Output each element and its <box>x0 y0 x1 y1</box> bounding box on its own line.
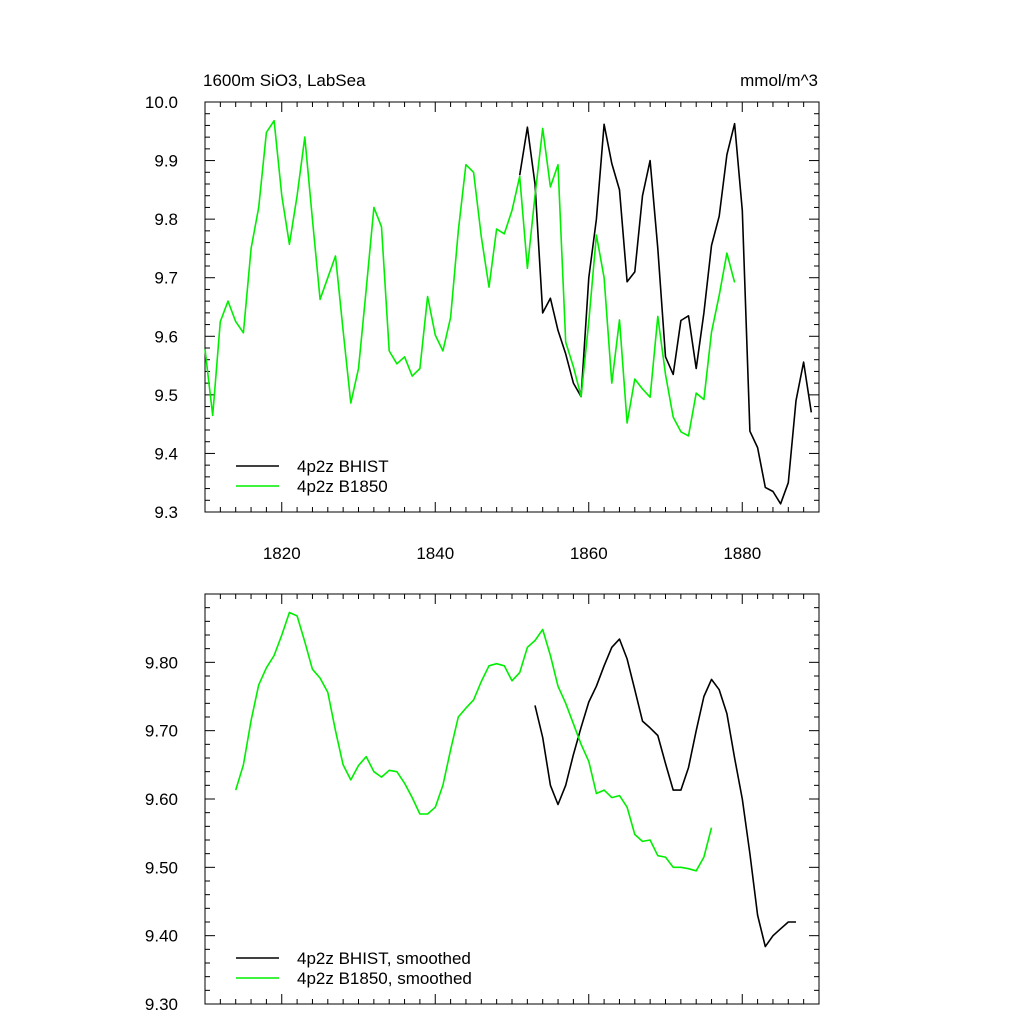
legend-label: 4p2z B1850, smoothed <box>297 969 472 988</box>
top-chart-panel: 1600m SiO3, LabSea mmol/m^3 1820 1840 1860… <box>145 71 820 563</box>
top-chart-series <box>204 119 813 505</box>
y-tick-label: 9.4 <box>154 444 178 463</box>
series-line-b1850 <box>204 119 736 437</box>
y-tick-label: 9.60 <box>145 790 178 809</box>
top-chart-ticks: 1820 1840 1860 1880 9.3 9.4 9.5 9.6 9.7 9.8 9.9 10.… <box>145 93 820 563</box>
legend-label: 4p2z BHIST, smoothed <box>297 949 471 968</box>
y-tick-label: 9.40 <box>145 927 178 946</box>
y-tick-label: 9.80 <box>145 653 178 672</box>
x-tick-label: 1880 <box>723 544 761 563</box>
legend-label: 4p2z B1850 <box>297 477 388 496</box>
y-tick-label: 9.50 <box>145 858 178 877</box>
x-tick-label: 1840 <box>416 544 454 563</box>
y-tick-label: 9.70 <box>145 722 178 741</box>
y-tick-label: 9.7 <box>154 269 178 288</box>
y-tick-label: 9.30 <box>145 995 178 1014</box>
series-line-b1850 <box>234 611 713 872</box>
x-tick-label: 1860 <box>570 544 608 563</box>
y-tick-label: 9.8 <box>154 210 178 229</box>
bottom-chart-panel: 9.30 9.40 9.50 9.60 9.70 9.80 4p2z BHIST, smo… <box>145 593 820 1014</box>
bottom-chart-series <box>234 611 796 948</box>
y-tick-label: 9.3 <box>154 503 178 522</box>
y-tick-label: 9.9 <box>154 152 178 171</box>
legend-label: 4p2z BHIST <box>297 457 389 476</box>
x-tick-label: 1820 <box>263 544 301 563</box>
top-chart-frame <box>204 101 820 513</box>
top-chart-units: mmol/m^3 <box>740 71 818 90</box>
y-tick-label: 9.5 <box>154 386 178 405</box>
y-tick-label: 10.0 <box>145 93 178 112</box>
series-line-bhist <box>518 122 813 505</box>
bottom-chart-ticks: 9.30 9.40 9.50 9.60 9.70 9.80 <box>145 593 820 1014</box>
bottom-chart-frame <box>204 593 820 1005</box>
top-chart-title: 1600m SiO3, LabSea <box>203 71 366 90</box>
series-line-bhist <box>534 638 796 948</box>
y-tick-label: 9.6 <box>154 327 178 346</box>
